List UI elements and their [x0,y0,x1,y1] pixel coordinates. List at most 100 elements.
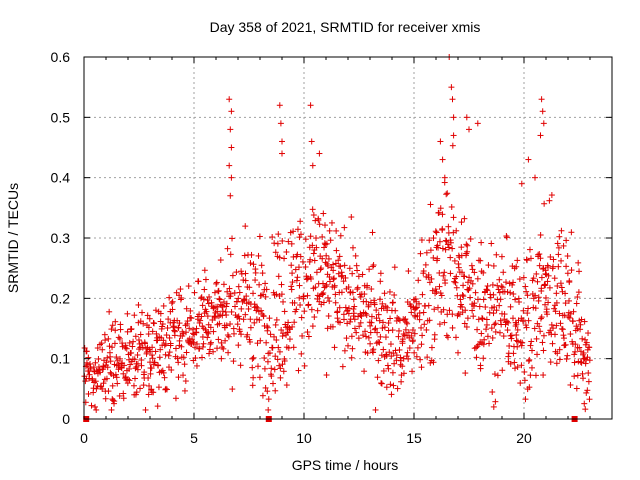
data-point [469,307,476,314]
data-point [477,257,484,264]
data-point [169,306,176,313]
data-point [299,332,306,339]
data-point [582,406,589,413]
data-point [388,391,395,398]
data-point [553,322,560,329]
data-point [349,270,356,277]
data-point [400,331,407,338]
data-point [494,282,501,289]
data-point [278,327,285,334]
data-point [424,354,431,361]
data-point [291,319,298,326]
data-point [566,279,573,286]
data-point [105,388,112,395]
data-point [464,242,471,249]
data-point [373,307,380,314]
data-point [463,241,470,248]
data-point [450,132,457,139]
data-point [479,315,486,322]
data-point [535,251,542,258]
data-point [181,361,188,368]
data-point [350,310,357,317]
data-point [562,341,569,348]
data-point [512,296,519,303]
x-tick-label: 10 [296,430,312,446]
data-point [162,385,169,392]
data-point [533,270,540,277]
data-point [582,360,589,367]
data-point [445,223,452,230]
data-point [378,380,385,387]
data-point [279,237,286,244]
data-point [402,326,409,333]
data-point [316,221,323,228]
data-point [289,270,296,277]
data-point [246,284,253,291]
data-point [310,250,317,257]
data-point [195,278,202,285]
data-point [274,356,281,363]
data-point [476,303,483,310]
data-point [491,321,498,328]
data-point [276,102,283,109]
data-point [581,400,588,407]
data-point [399,363,406,370]
data-point [249,355,256,362]
data-point [564,270,571,277]
data-point [539,339,546,346]
data-point [288,240,295,247]
data-point [218,339,225,346]
data-point [90,385,97,392]
data-point [166,349,173,356]
data-point [461,320,468,327]
data-point [275,273,282,280]
data-point [503,234,510,241]
data-point [345,310,352,317]
data-point [238,331,245,338]
data-point [427,247,434,254]
data-point [288,262,295,269]
data-point [433,229,440,236]
data-point [522,396,529,403]
data-point [519,339,526,346]
data-point [492,328,499,335]
data-point [165,352,172,359]
data-point [436,321,443,328]
data-point [537,255,544,262]
data-point [490,262,497,269]
data-point [499,367,506,374]
data-point [370,262,377,269]
data-point [285,319,292,326]
data-point [409,368,416,375]
data-point [201,267,208,274]
data-point [354,286,361,293]
data-point [317,266,324,273]
data-point [532,305,539,312]
data-point [264,358,271,365]
data-point [330,261,337,268]
data-point [207,341,214,348]
data-point [493,307,500,314]
data-point [293,277,300,284]
data-point [311,314,318,321]
data-point [538,285,545,292]
data-point [393,352,400,359]
data-point [171,332,178,339]
plot-frame [83,56,613,420]
data-point [505,353,512,360]
data-point [325,255,332,262]
data-point [145,391,152,398]
data-point [348,354,355,361]
data-point [235,295,242,302]
data-point [259,392,266,399]
data-point [368,313,375,320]
data-point [585,370,592,377]
data-point [448,84,455,91]
data-point [374,374,381,381]
data-point [164,324,171,331]
data-point [348,333,355,340]
data-point [553,360,560,367]
data-point [514,257,521,264]
data-point [510,290,517,297]
